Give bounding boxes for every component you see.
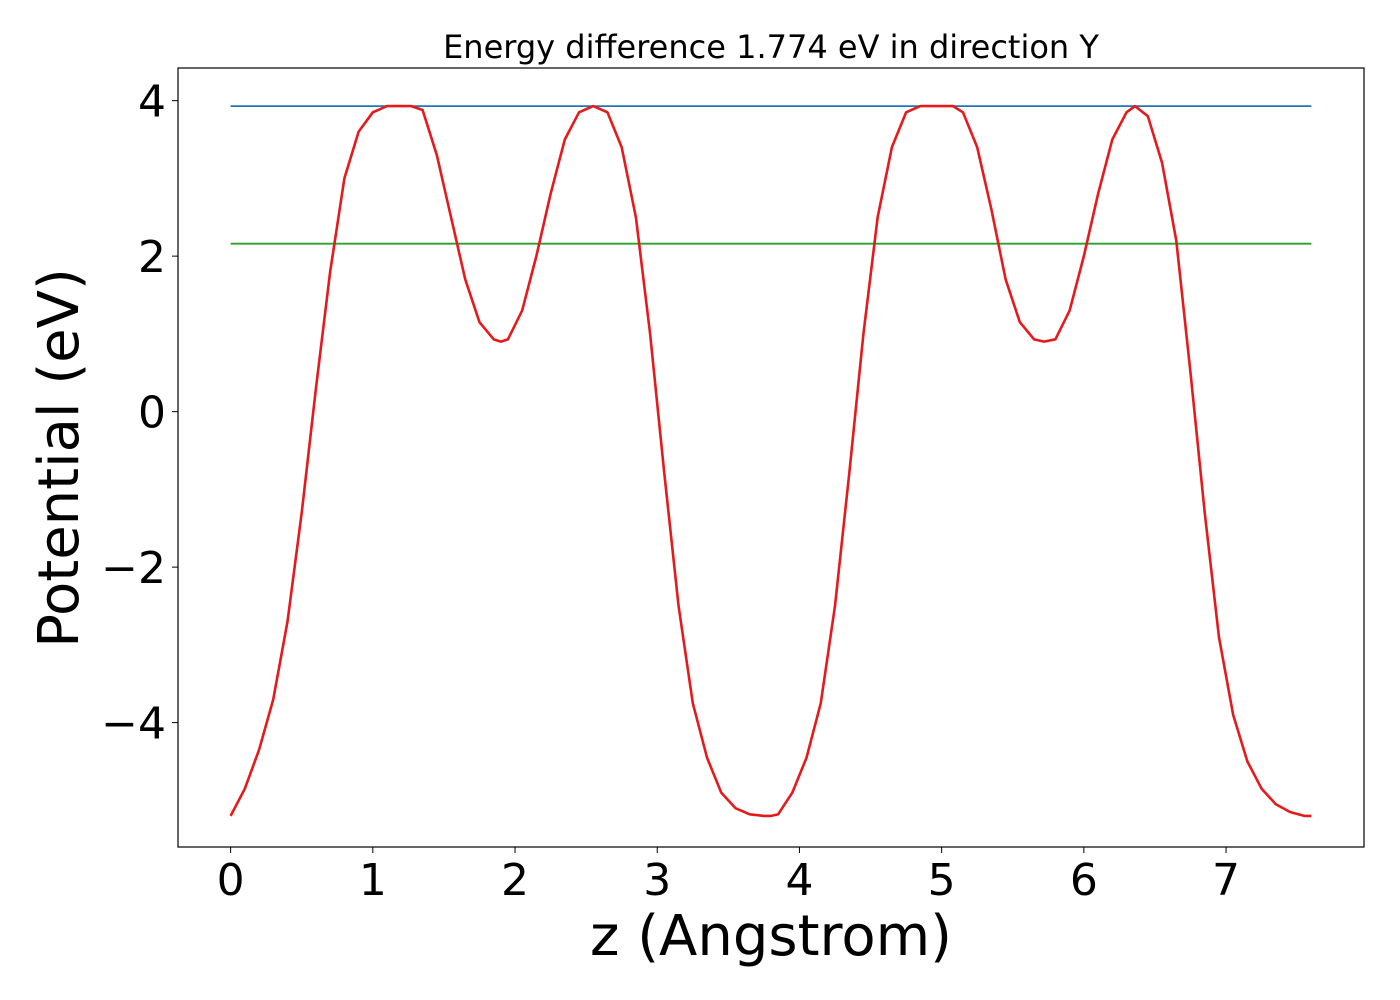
x-axis-label: z (Angstrom) <box>590 904 952 969</box>
y-axis-ticks: 4 2 0 −2 −4 <box>101 77 178 750</box>
y-tick-label: 0 <box>138 388 166 439</box>
chart-title: Energy difference 1.774 eV in direction … <box>443 28 1099 66</box>
x-tick-label: 4 <box>785 855 813 906</box>
y-tick-label: 4 <box>138 77 166 128</box>
x-tick-label: 7 <box>1212 855 1240 906</box>
x-tick-label: 1 <box>359 855 387 906</box>
x-tick-label: 2 <box>501 855 529 906</box>
y-axis-label: Potential (eV) <box>27 268 92 648</box>
y-tick-label: −4 <box>101 699 166 750</box>
series-line-2 <box>229 104 1312 818</box>
x-tick-label: 5 <box>928 855 956 906</box>
plot-frame <box>177 67 1365 848</box>
x-axis-ticks: 0 1 2 3 4 5 6 7 <box>217 847 1240 906</box>
x-tick-label: 0 <box>217 855 245 906</box>
series-layer <box>229 104 1312 818</box>
x-tick-label: 6 <box>1070 855 1098 906</box>
x-tick-label: 3 <box>643 855 671 906</box>
y-tick-label: −2 <box>101 543 166 594</box>
y-tick-label: 2 <box>138 232 166 283</box>
